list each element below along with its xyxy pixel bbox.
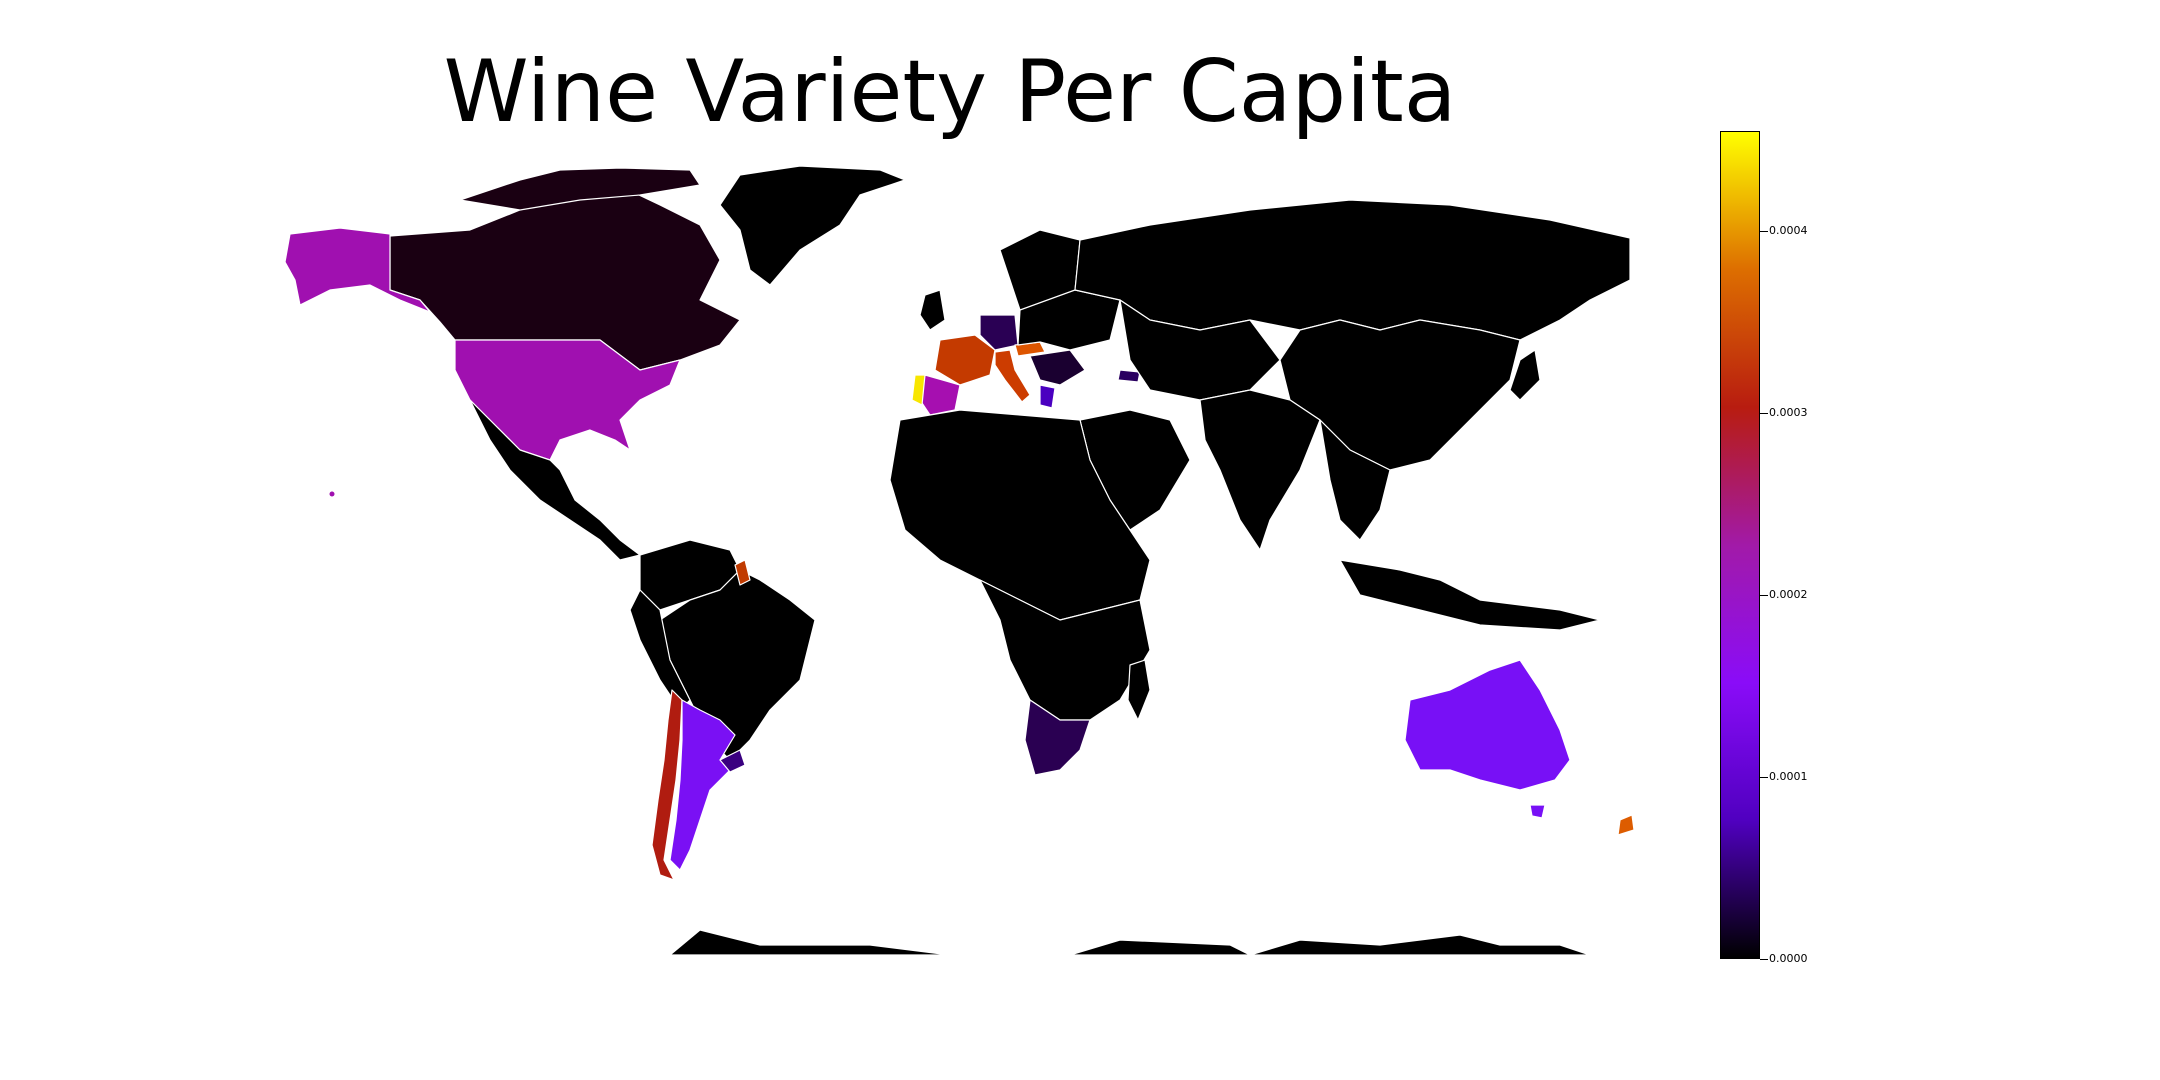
italy xyxy=(994,349,1031,403)
colorbar-tick-label: 0.0001 xyxy=(1769,770,1808,784)
colorbar-tick-label: 0.0004 xyxy=(1769,224,1808,238)
colorbar-tick-label: 0.0002 xyxy=(1769,588,1808,602)
india xyxy=(1199,389,1321,551)
central-asia xyxy=(1119,299,1281,401)
canada-islands xyxy=(459,167,701,211)
colorbar-tick-mark xyxy=(1760,412,1768,414)
new-zealand xyxy=(1617,814,1635,836)
colorbar-tick-mark xyxy=(1760,230,1768,232)
portugal xyxy=(911,374,926,406)
antarctica xyxy=(669,929,1591,956)
japan xyxy=(1509,349,1541,401)
uk xyxy=(919,289,946,331)
australia xyxy=(1404,659,1571,791)
map-title: Wine Variety Per Capita xyxy=(443,42,1457,142)
colorbar xyxy=(1720,131,1760,959)
greece xyxy=(1039,384,1056,409)
germany xyxy=(979,314,1019,351)
colorbar-tick-label: 0.0000 xyxy=(1769,952,1808,965)
chile xyxy=(651,689,683,881)
georgia xyxy=(1117,369,1141,383)
hawaii xyxy=(329,491,335,497)
se-asia xyxy=(1319,419,1391,541)
indonesia xyxy=(1339,559,1601,631)
russia xyxy=(1074,199,1631,341)
alaska xyxy=(284,227,431,313)
colorbar-tick-label: 0.0003 xyxy=(1769,406,1808,420)
greenland xyxy=(719,165,906,286)
china-mongolia xyxy=(1279,319,1521,471)
tasmania xyxy=(1529,804,1546,819)
colorbar-tick-mark xyxy=(1760,958,1768,960)
colorbar-tick-mark xyxy=(1760,776,1768,778)
france xyxy=(934,334,996,386)
argentina xyxy=(669,699,736,871)
central-africa xyxy=(979,579,1151,721)
guyana xyxy=(734,559,751,586)
uruguay xyxy=(719,749,746,773)
colorbar-tick-mark xyxy=(1760,594,1768,596)
balkans xyxy=(1029,349,1086,386)
south-africa xyxy=(1024,699,1091,776)
mexico xyxy=(469,399,641,561)
madagascar xyxy=(1127,659,1151,721)
